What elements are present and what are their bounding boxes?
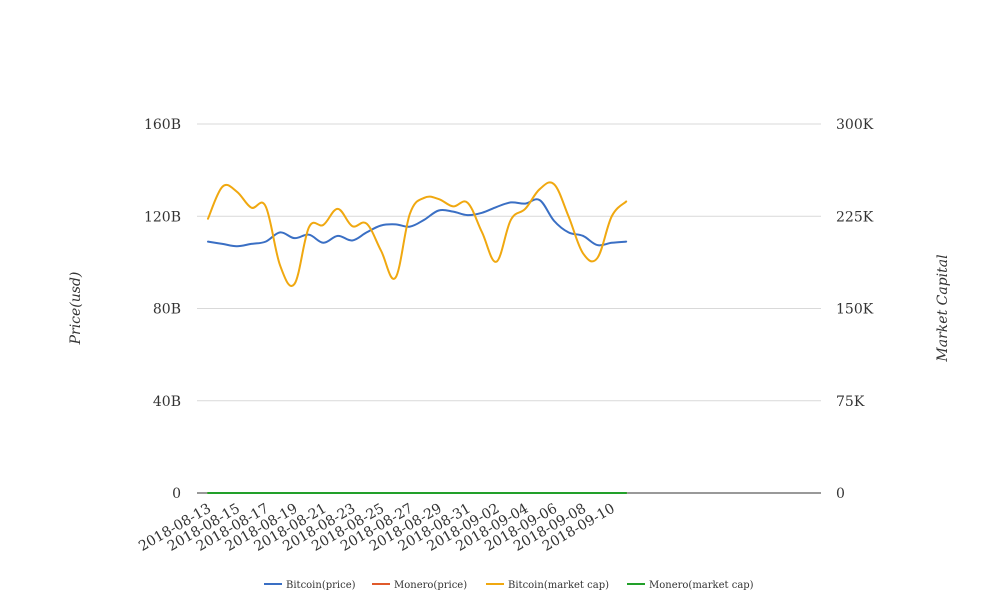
left-tick-label: 160B (144, 117, 181, 133)
right-tick-label: 150K (836, 302, 874, 318)
right-tick-label: 300K (836, 117, 874, 133)
left-axis-ticks: 0 40B 80B 120B 160B (144, 117, 181, 502)
right-axis-ticks: 0 75K 150K 225K 300K (836, 117, 874, 502)
right-tick-label: 0 (836, 486, 845, 502)
legend-item: Bitcoin(market cap) (486, 580, 609, 591)
legend-label: Bitcoin(market cap) (508, 580, 609, 591)
legend-label: Bitcoin(price) (286, 580, 356, 591)
series-lines (207, 181, 628, 495)
legend-item: Monero(market cap) (627, 580, 754, 591)
right-tick-label: 225K (836, 209, 874, 225)
left-axis-title: Price(usd) (68, 272, 84, 346)
legend-item: Bitcoin(price) (264, 580, 356, 591)
legend: Bitcoin(price) Monero(price) Bitcoin(marke… (264, 580, 754, 591)
legend-item: Monero(price) (372, 580, 467, 591)
left-tick-label: 40B (153, 394, 181, 410)
right-tick-label: 75K (836, 394, 865, 410)
left-tick-label: 120B (144, 209, 181, 225)
left-tick-label: 0 (172, 486, 181, 502)
right-axis-title: Market Capital (935, 254, 951, 362)
series-line-bitcoin-price (207, 198, 628, 248)
left-tick-label: 80B (153, 302, 181, 318)
legend-label: Monero(market cap) (649, 580, 754, 591)
x-axis-ticks: 2018-08-132018-08-152018-08-172018-08-19… (136, 501, 618, 555)
grid-lines (197, 123, 821, 494)
series-line-bitcoin-market-cap (207, 181, 628, 287)
legend-label: Monero(price) (394, 580, 467, 591)
